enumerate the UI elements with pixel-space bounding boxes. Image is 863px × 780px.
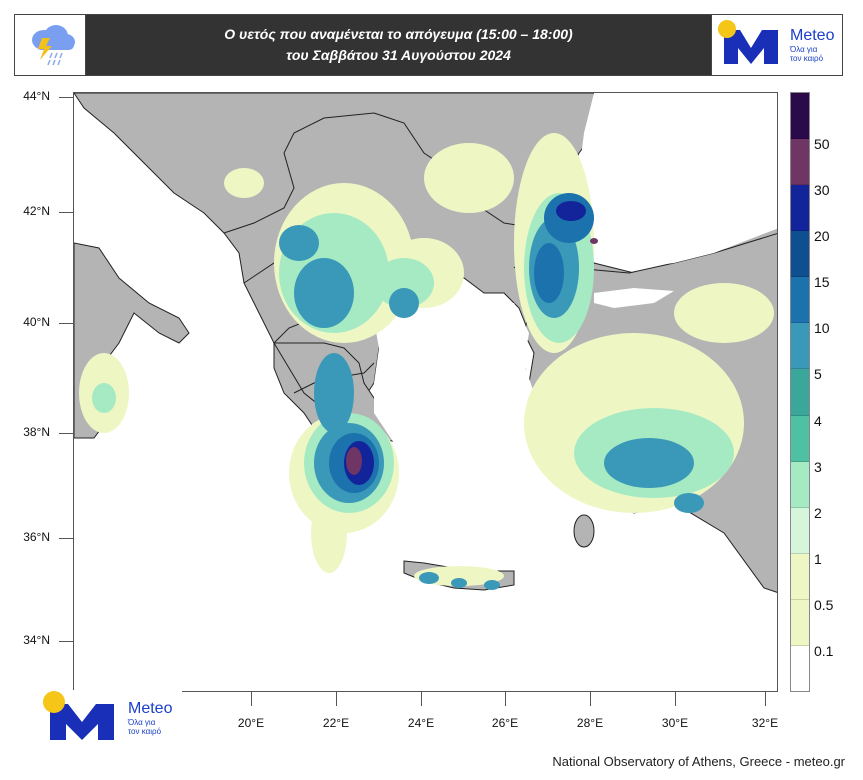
credit-text: National Observatory of Athens, Greece -… xyxy=(552,754,845,769)
lat-tick xyxy=(59,433,73,434)
colorbar-segment xyxy=(791,553,809,600)
colorbar-label: 2 xyxy=(814,505,822,521)
colorbar-segment xyxy=(791,645,809,692)
lon-tick xyxy=(336,692,337,706)
colorbar-label: 30 xyxy=(814,182,830,198)
lon-tick xyxy=(675,692,676,706)
colorbar-label: 0.5 xyxy=(814,597,834,613)
meteo-logo-header[interactable]: Meteo Όλα για τον καιρό xyxy=(711,15,842,75)
colorbar-label: 20 xyxy=(814,228,830,244)
lon-label-24: 24°E xyxy=(407,716,435,730)
logo-tagline-1: Όλα για xyxy=(128,718,156,727)
logo-tagline-2: τον καιρό xyxy=(790,54,824,63)
colorbar-segment xyxy=(791,599,809,646)
logo-brand: Meteo xyxy=(790,27,835,44)
colorbar-label: 10 xyxy=(814,320,830,336)
colorbar-label: 5 xyxy=(814,366,822,382)
logo-tagline-1: Όλα για xyxy=(790,45,818,54)
logo-tagline-2: τον καιρό xyxy=(128,727,162,736)
page-title: Ο υετός που αναμένεται το απόγευμα (15:0… xyxy=(86,15,711,75)
lon-label-32: 32°E xyxy=(751,716,779,730)
meteo-logo-footer[interactable]: Meteo Όλα για τον καιρό xyxy=(42,690,182,750)
meteo-m-logo-icon xyxy=(43,691,114,740)
lat-label-36: 36°N xyxy=(23,530,50,544)
lon-label-26: 26°E xyxy=(491,716,519,730)
title-line-2: του Σαββάτου 31 Αυγούστου 2024 xyxy=(286,47,511,63)
lon-label-20: 20°E xyxy=(237,716,265,730)
weather-icon-box xyxy=(15,15,86,75)
lon-tick xyxy=(421,692,422,706)
lat-label-38: 38°N xyxy=(23,425,50,439)
colorbar-segment xyxy=(791,139,809,186)
colorbar-segment xyxy=(791,369,809,416)
colorbar-label: 0.1 xyxy=(814,643,834,659)
logo-brand: Meteo xyxy=(128,700,173,717)
precipitation-map xyxy=(73,92,778,692)
lon-tick xyxy=(765,692,766,706)
lon-tick xyxy=(505,692,506,706)
colorbar-label: 3 xyxy=(814,459,822,475)
lat-label-44: 44°N xyxy=(23,89,50,103)
lat-label-40: 40°N xyxy=(23,315,50,329)
lon-label-30: 30°E xyxy=(661,716,689,730)
lon-tick xyxy=(251,692,252,706)
colorbar-label: 1 xyxy=(814,551,822,567)
colorbar-segment xyxy=(791,507,809,554)
lat-tick xyxy=(59,538,73,539)
colorbar-label: 50 xyxy=(814,136,830,152)
thunderstorm-rain-icon xyxy=(32,25,75,66)
colorbar-segment xyxy=(791,185,809,232)
colorbar-segment xyxy=(791,415,809,462)
header-banner: Ο υετός που αναμένεται το απόγευμα (15:0… xyxy=(14,14,843,76)
lat-tick xyxy=(59,97,73,98)
lat-label-34: 34°N xyxy=(23,633,50,647)
map-canvas xyxy=(74,93,777,593)
lat-tick xyxy=(59,641,73,642)
colorbar-label: 15 xyxy=(814,274,830,290)
lon-tick xyxy=(590,692,591,706)
colorbar-segment xyxy=(791,93,809,140)
lat-tick xyxy=(59,323,73,324)
lat-label-42: 42°N xyxy=(23,204,50,218)
colorbar xyxy=(790,92,810,692)
title-line-1: Ο υετός που αναμένεται το απόγευμα (15:0… xyxy=(224,26,573,42)
colorbar-segment xyxy=(791,461,809,508)
lat-tick xyxy=(59,212,73,213)
lon-label-22: 22°E xyxy=(322,716,350,730)
colorbar-segment xyxy=(791,277,809,324)
colorbar-segment xyxy=(791,231,809,278)
colorbar-segment xyxy=(791,323,809,370)
colorbar-label: 4 xyxy=(814,413,822,429)
lon-label-28: 28°E xyxy=(576,716,604,730)
meteo-m-logo-icon xyxy=(718,20,778,64)
